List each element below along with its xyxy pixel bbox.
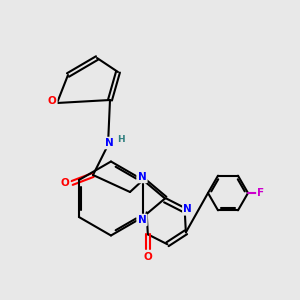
Text: N: N [183,204,192,214]
Text: N: N [138,215,146,225]
Text: F: F [257,188,265,198]
Text: N: N [138,172,146,182]
Text: O: O [48,96,56,106]
Text: O: O [143,252,152,262]
Text: O: O [61,178,69,188]
Text: H: H [117,134,125,143]
Text: N: N [105,138,113,148]
